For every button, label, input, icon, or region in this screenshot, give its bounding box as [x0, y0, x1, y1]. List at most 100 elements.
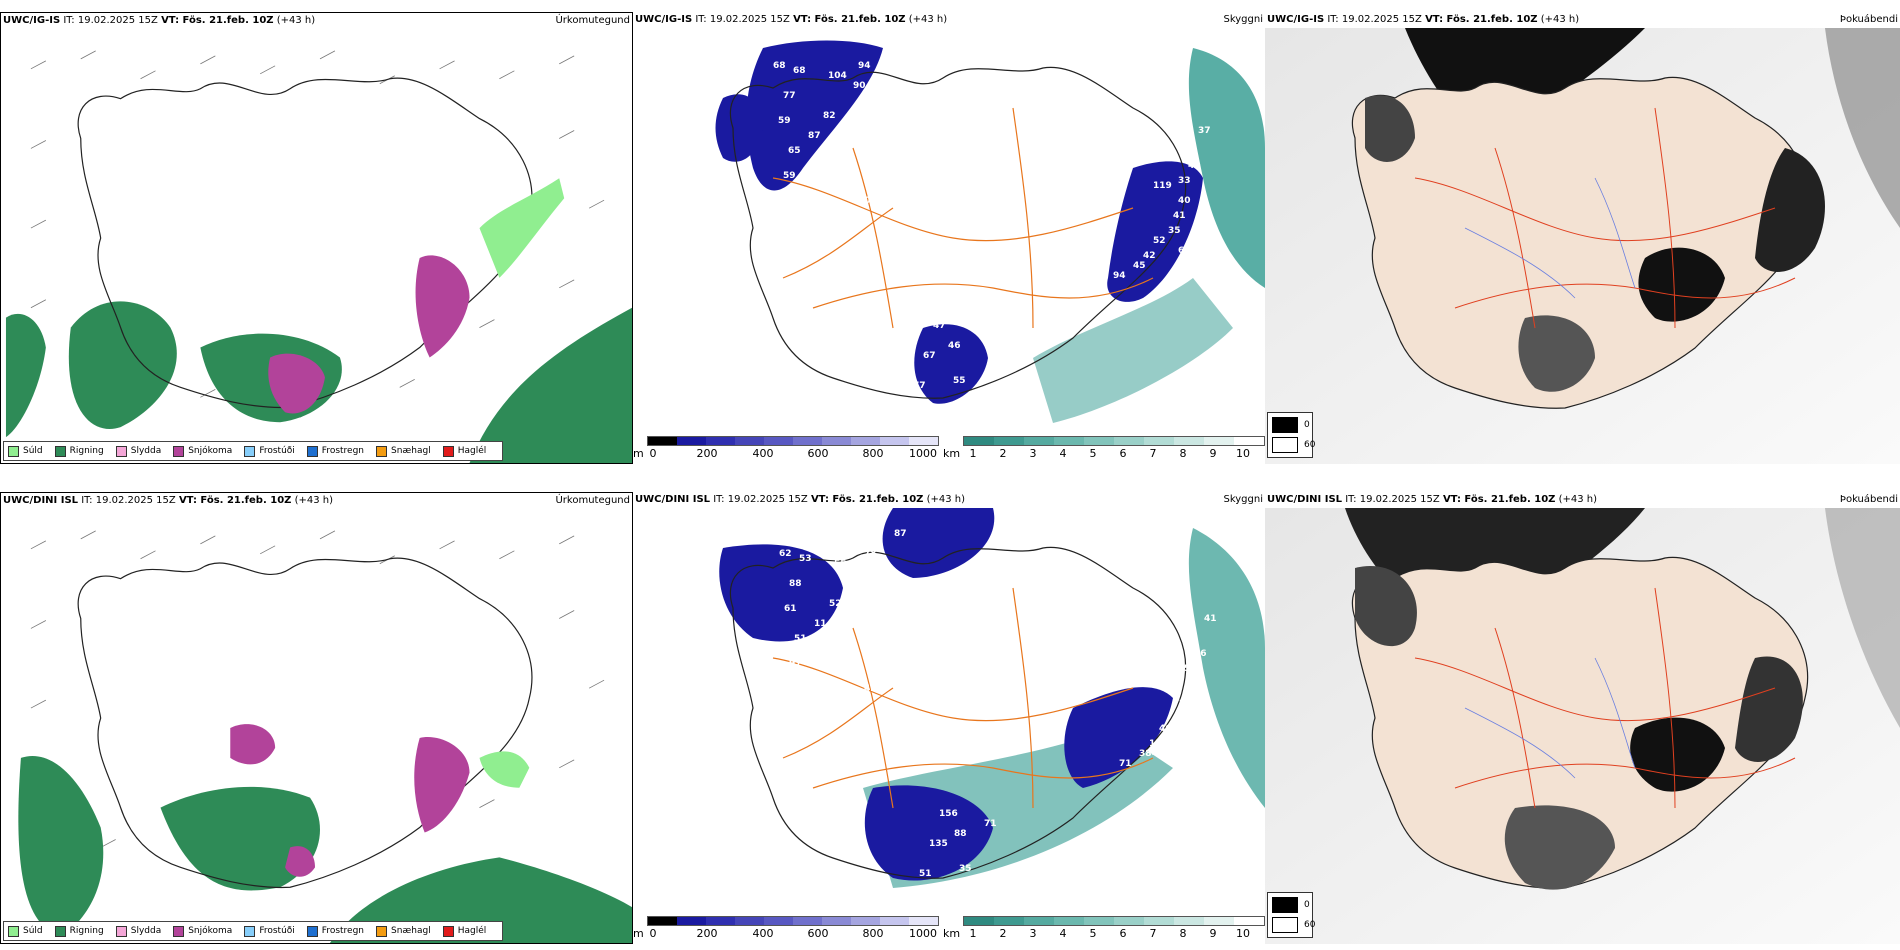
cloud-base-label: 65	[1184, 684, 1197, 694]
colorbar-tick: 5	[1089, 927, 1097, 940]
cloud-base-label: 35	[1168, 226, 1181, 236]
low-cloud-labels: 68 68775965878210494969690595790724767461…	[693, 41, 1211, 391]
panel-header: UWC/IG-IS IT: 19.02.2025 15Z VT: Fös. 21…	[1267, 14, 1580, 25]
cloud-base-label: 130	[1053, 211, 1072, 221]
precip-panel-row1: UWC/IG-IS IT: 19.02.2025 15Z VT: Fös. 21…	[0, 12, 633, 464]
colorbar-tick: 600	[807, 927, 829, 940]
precip-map	[1, 509, 632, 943]
legend-item-rain: Rigning	[54, 925, 104, 937]
cloud-base-label: 135	[929, 839, 948, 849]
cloud-base-label: 40	[1188, 161, 1201, 171]
colorbar-tick: 400	[752, 927, 774, 940]
cloud-base-label: 94	[858, 61, 871, 71]
cloud-base-label: 87	[808, 131, 821, 141]
colorbar-tick: 400	[752, 447, 774, 460]
colorbar-tick: 9	[1209, 447, 1217, 460]
colorbar-unit: km	[943, 447, 961, 460]
fog-legend: 0 60	[1267, 412, 1315, 458]
colorbar-tick: 8	[1179, 447, 1187, 460]
colorbar-tick: 600	[807, 447, 829, 460]
cloud-base-label: 42	[1143, 251, 1156, 261]
lowcloud-area-east	[1107, 161, 1203, 302]
legend-item-hail: Haglél	[442, 925, 486, 937]
colorbar-tick: 5	[1089, 447, 1097, 460]
lowcloud-area-west	[715, 94, 763, 162]
colorbar-tick: 1000	[909, 927, 937, 940]
colorbar-tick: 7	[1149, 447, 1157, 460]
colorbar-tick: 6	[1119, 927, 1127, 940]
drizzle-area	[479, 751, 530, 788]
lowcloud-area-east	[1064, 687, 1173, 788]
cloud-visibility-panel-row1: UWC/IG-IS IT: 19.02.2025 15Z VT: Fös. 21…	[633, 12, 1265, 464]
cloud-base-label: 108	[849, 699, 868, 709]
panel-header: UWC/DINI ISL IT: 19.02.2025 15Z VT: Fös.…	[3, 495, 334, 506]
colorbar-tick: 1	[969, 927, 977, 940]
cloud-base-label: 114	[814, 619, 833, 629]
precip-map	[1, 29, 632, 463]
cloud-base-label: 59	[778, 116, 791, 126]
iceland-land	[1351, 556, 1809, 889]
cloud-base-label: 77	[913, 381, 926, 391]
cloud-visibility-panel-row2: UWC/DINI ISL IT: 19.02.2025 15Z VT: Fös.…	[633, 492, 1265, 944]
legend-item-freezing-drizzle: Frostúði	[244, 445, 295, 457]
colorbar-tick: 4	[1059, 927, 1067, 940]
colorbar-tick: 4	[1059, 447, 1067, 460]
iceland-outline	[729, 66, 1187, 399]
cloud-base-label: 81	[1159, 669, 1172, 679]
cloud-base-label: 47	[933, 321, 946, 331]
colorbar-tick: 2	[999, 447, 1007, 460]
cloud-base-label: 28	[1179, 699, 1192, 709]
cloud-base-label: 65	[788, 146, 801, 156]
colorbar-tick: 3	[1029, 447, 1037, 460]
cloud-base-label: 40	[1059, 699, 1072, 709]
fog-legend: 0 60	[1267, 892, 1315, 938]
fog-map	[1265, 28, 1900, 464]
colorbar-tick: 1	[969, 447, 977, 460]
cloud-visibility-map: 62 53 88 61 51 114 52 55 78 63 87 83 97 145 42 108 156 13…	[633, 508, 1265, 914]
cloud-base-label: 97	[789, 659, 802, 669]
cloud-base-label: 63	[874, 584, 887, 594]
snow-area-west	[230, 724, 276, 765]
lowcloud-area-north	[746, 40, 883, 191]
fog-dark-interior	[1638, 247, 1725, 322]
precip-legend: Súld Rigning Slydda Snjókoma Frostúði Fr…	[3, 921, 504, 941]
panel-title: Þokuábendi	[1839, 14, 1898, 25]
cloud-base-label: 82	[823, 111, 836, 121]
fog-map	[1265, 508, 1900, 944]
cloud-base-label: 57	[693, 181, 706, 191]
rain-area-east	[469, 307, 632, 463]
lake-network	[1464, 177, 1636, 299]
cloud-base-label: 33	[1178, 176, 1191, 186]
colorbar-tick: 3	[1029, 927, 1037, 940]
cloud-base-label: 37	[1198, 126, 1211, 136]
cloud-base-label: 35	[959, 864, 972, 874]
panel-title: Úrkomutegund	[555, 495, 630, 506]
cloud-base-label: 96	[868, 96, 881, 106]
iceland-outline	[729, 546, 1187, 879]
cloud-base-label: 57	[1184, 664, 1197, 674]
cloud-base-label: 87	[894, 529, 907, 539]
rain-area-west	[5, 313, 46, 438]
cloud-base-colorbar: m 0 200 400 600 800 1000	[633, 436, 939, 462]
cloud-base-label: 41	[1173, 211, 1186, 221]
iceland-outline	[77, 557, 533, 889]
legend-item-rain: Rigning	[54, 445, 104, 457]
snow-area-south	[268, 353, 325, 414]
cloud-base-label: 46	[948, 341, 961, 351]
cloud-base-label: 156	[939, 809, 958, 819]
colorbar-tick: 9	[1209, 927, 1217, 940]
fog-dark-east-sea	[1825, 28, 1900, 228]
fog-dark-east-sea	[1825, 508, 1900, 728]
colorbar-tick: 0	[649, 447, 657, 460]
legend-item-sleet: Slydda	[115, 925, 161, 937]
cloud-base-label: 45	[1133, 261, 1146, 271]
colorbar-unit: m	[633, 927, 644, 940]
colorbar-tick: 1000	[909, 447, 937, 460]
cloud-base-label: 46	[1159, 724, 1172, 734]
cloud-base-label: 71	[984, 819, 997, 829]
fog-grey-northwest	[1355, 566, 1417, 647]
snow-area-south	[285, 846, 316, 877]
road-network	[772, 587, 1154, 809]
cloud-base-label: 52	[829, 599, 842, 609]
lowcloud-area-north	[882, 508, 995, 578]
